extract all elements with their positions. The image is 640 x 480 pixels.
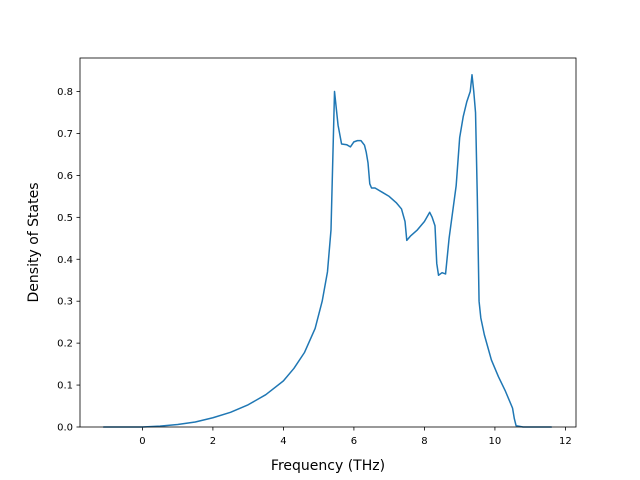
y-tick-label: 0.0 xyxy=(57,423,73,434)
y-tick-label: 0.5 xyxy=(57,213,73,224)
x-tick-label: 6 xyxy=(351,436,357,447)
dos-series-line xyxy=(102,74,553,428)
y-tick-label: 0.1 xyxy=(57,381,73,392)
x-tick-label: 0 xyxy=(139,436,145,447)
y-axis-ticks: 0.0 0.1 0.2 0.3 0.4 0.5 0.6 0.7 0.8 xyxy=(57,87,80,434)
y-tick-label: 0.2 xyxy=(57,339,73,350)
plot-frame xyxy=(79,57,577,428)
y-tick-label: 0.7 xyxy=(57,129,73,140)
x-tick-label: 4 xyxy=(280,436,286,447)
y-axis-title: Density of States xyxy=(26,183,42,303)
y-tick-label: 0.4 xyxy=(57,255,73,266)
y-tick-label: 0.3 xyxy=(57,297,73,308)
y-tick-label: 0.8 xyxy=(57,87,73,98)
x-axis-title: Frequency (THz) xyxy=(271,458,385,474)
y-tick-label: 0.6 xyxy=(57,171,73,182)
x-axis-ticks: 0 2 4 6 8 10 12 xyxy=(139,427,572,447)
x-tick-label: 12 xyxy=(559,436,572,447)
x-tick-label: 2 xyxy=(210,436,216,447)
x-tick-label: 10 xyxy=(489,436,502,447)
plot-area xyxy=(80,58,576,427)
x-tick-label: 8 xyxy=(421,436,427,447)
